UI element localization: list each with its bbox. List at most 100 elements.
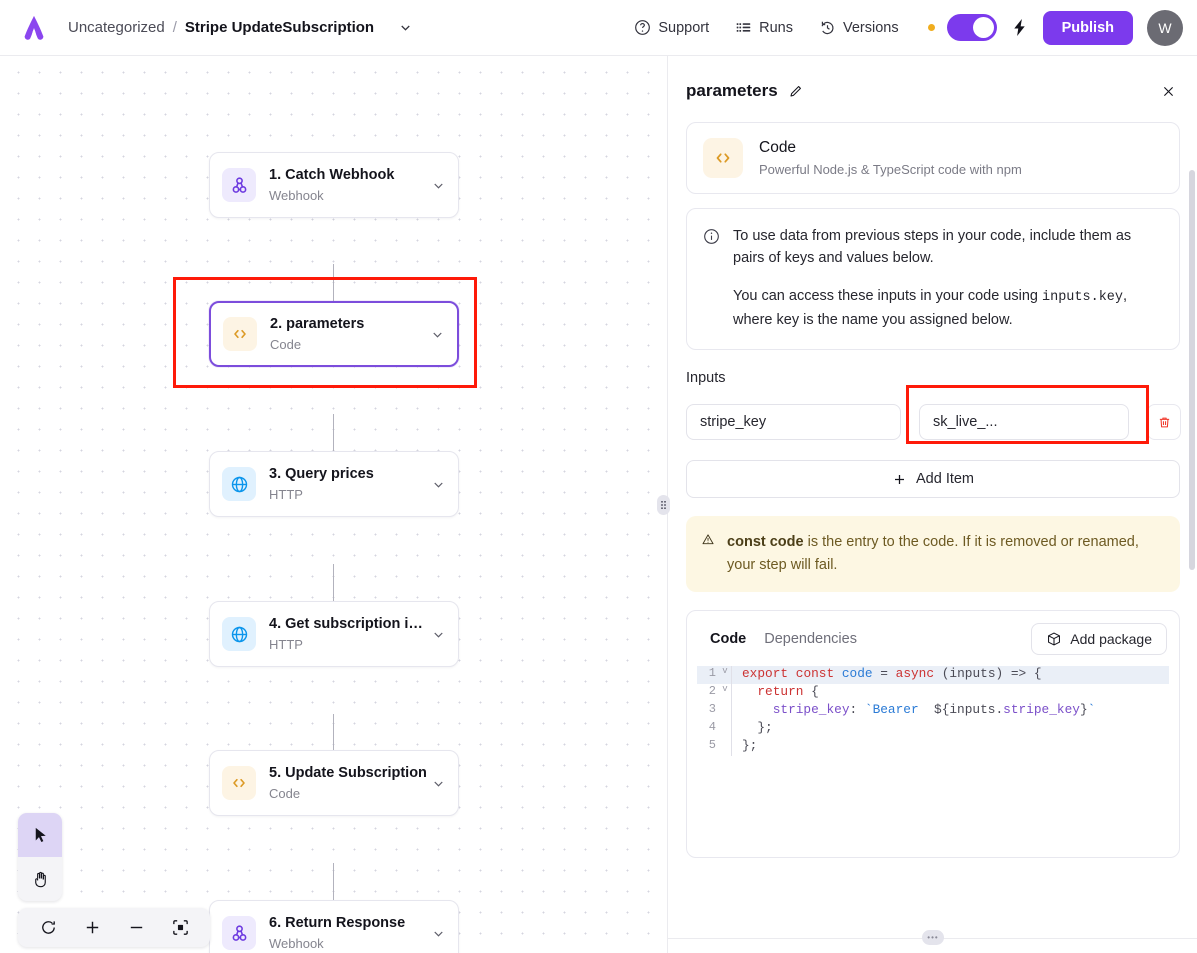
fold-arrow-icon[interactable]: v xyxy=(722,666,728,677)
connector-line xyxy=(333,863,334,908)
code-line: 4 }; xyxy=(697,720,1169,739)
list-grid-icon xyxy=(736,23,751,32)
flow-node-get-subscription-info[interactable]: 4. Get subscription info HTTP xyxy=(209,601,459,667)
editor-gutter-border xyxy=(731,684,732,703)
flow-node-subtitle: Webhook xyxy=(269,188,324,203)
step-type-text: Code Powerful Node.js & TypeScript code … xyxy=(759,139,1022,177)
flow-node-subtitle: Code xyxy=(269,786,301,801)
top-bar: Uncategorized / Stripe UpdateSubscriptio… xyxy=(0,0,1197,56)
plus-icon xyxy=(894,474,904,484)
flow-node-text: 3. Query prices HTTP xyxy=(269,466,427,502)
code-line: 5 }; xyxy=(697,738,1169,757)
connector-line xyxy=(333,714,334,759)
warning-text: const code is the entry to the code. If … xyxy=(727,531,1162,576)
connector-line xyxy=(333,564,334,609)
runs-button[interactable]: Runs xyxy=(722,0,806,56)
zoom-out-minus-icon[interactable] xyxy=(114,908,158,947)
info-p2-post: , where key is the name you assigned bel… xyxy=(733,287,1128,328)
flow-node-update-subscription[interactable]: 5. Update Subscription Code xyxy=(209,750,459,816)
close-x-icon[interactable] xyxy=(1157,80,1180,103)
code-brackets-icon xyxy=(703,138,743,178)
chevron-down-icon[interactable] xyxy=(431,178,446,193)
tab-code[interactable]: Code xyxy=(710,631,747,648)
info-paragraph-1: To use data from previous steps in your … xyxy=(733,228,1132,267)
fold-arrow-icon[interactable]: v xyxy=(722,684,728,695)
globe-icon xyxy=(222,467,256,501)
breadcrumb: Uncategorized / Stripe UpdateSubscriptio… xyxy=(68,19,413,36)
input-key-field[interactable] xyxy=(686,404,901,441)
code-line: 2 v return { xyxy=(697,684,1169,703)
chevron-down-icon[interactable] xyxy=(398,20,413,35)
flow-node-text: 1. Catch Webhook Webhook xyxy=(269,167,427,203)
info-callout: To use data from previous steps in your … xyxy=(686,208,1180,351)
top-bar-right-group: Support Runs Versi xyxy=(621,0,1197,55)
quick-actions-button[interactable] xyxy=(997,18,1039,37)
code-tabs: Code Dependencies Add package xyxy=(697,621,1169,656)
grip-dots: ••• xyxy=(927,932,939,942)
webhook-icon xyxy=(222,168,256,202)
panel-scroll-area[interactable]: parameters Code Powerful Node.js & TypeS… xyxy=(668,56,1197,876)
fit-to-screen-icon[interactable] xyxy=(158,908,202,947)
chevron-down-icon[interactable] xyxy=(430,327,445,342)
chevron-down-icon[interactable] xyxy=(431,477,446,492)
reset-refresh-icon[interactable] xyxy=(26,908,70,947)
code-line-text: export const code = async (inputs) => { xyxy=(742,666,1042,682)
flow-node-return-response[interactable]: 6. Return Response Webhook xyxy=(209,900,459,953)
warning-bold: const code xyxy=(727,534,804,551)
app-logo[interactable] xyxy=(0,13,68,43)
line-number: 5 xyxy=(708,738,716,753)
breadcrumb-folder[interactable]: Uncategorized xyxy=(68,19,165,36)
pencil-edit-icon[interactable] xyxy=(788,84,803,99)
cursor-arrow-icon[interactable] xyxy=(18,813,62,857)
chevron-down-icon[interactable] xyxy=(431,776,446,791)
code-editor[interactable]: 1 v export const code = async (inputs) =… xyxy=(697,666,1169,757)
vertical-drag-handle-icon[interactable] xyxy=(657,495,670,515)
flow-node-subtitle: Code xyxy=(270,337,302,352)
drag-grip-icon[interactable]: ••• xyxy=(922,930,944,945)
publish-mode-toggle[interactable] xyxy=(946,14,997,41)
flow-node-subtitle: HTTP xyxy=(269,487,303,502)
step-type-card[interactable]: Code Powerful Node.js & TypeScript code … xyxy=(686,122,1180,194)
flow-node-catch-webhook[interactable]: 1. Catch Webhook Webhook xyxy=(209,152,459,218)
flow-node-title: 3. Query prices xyxy=(269,466,374,482)
canvas-zoom-bar xyxy=(18,908,210,947)
panel-header: parameters xyxy=(686,74,1180,108)
panel-scrollbar[interactable] xyxy=(1189,170,1195,570)
connector-line xyxy=(333,264,334,309)
versions-button[interactable]: Versions xyxy=(806,0,912,56)
editor-gutter-border xyxy=(731,666,732,685)
code-line: 3 stripe_key: `Bearer ${inputs.stripe_ke… xyxy=(697,702,1169,721)
editor-gutter-border xyxy=(731,720,732,739)
line-number: 2 xyxy=(708,684,716,699)
chevron-down-icon[interactable] xyxy=(431,627,446,642)
history-clock-icon xyxy=(821,21,834,35)
flow-node-title: 4. Get subscription info xyxy=(269,616,427,632)
flow-node-text: 4. Get subscription info HTTP xyxy=(269,616,427,652)
avatar[interactable]: W xyxy=(1147,9,1183,46)
tab-dependencies[interactable]: Dependencies xyxy=(764,631,857,648)
input-value-field[interactable] xyxy=(919,404,1129,441)
toggle-switch-on xyxy=(972,17,994,38)
code-line-text: }; xyxy=(742,738,758,754)
chevron-down-icon[interactable] xyxy=(431,926,446,941)
status-badge xyxy=(927,24,935,31)
warning-triangle-icon xyxy=(702,534,714,545)
flow-canvas[interactable]: Test Flow Ctrl + D + + + + + 1. Catch We… xyxy=(0,56,667,953)
inputs-label: Inputs xyxy=(686,370,726,387)
add-item-label: Add Item xyxy=(915,471,975,488)
add-package-label: Add package xyxy=(1070,631,1152,648)
flow-node-parameters[interactable]: 2. parameters Code xyxy=(209,301,459,367)
trash-delete-icon[interactable] xyxy=(1147,404,1181,441)
add-item-button[interactable]: Add Item xyxy=(686,460,1180,499)
info-text: To use data from previous steps in your … xyxy=(733,225,1161,331)
flow-node-query-prices[interactable]: 3. Query prices HTTP xyxy=(209,451,459,517)
hand-pan-icon[interactable] xyxy=(18,857,62,901)
info-circle-icon xyxy=(703,228,720,331)
publish-button[interactable]: Publish xyxy=(1042,10,1133,45)
breadcrumb-separator: / xyxy=(172,19,177,36)
add-package-button[interactable]: Add package xyxy=(1031,623,1167,656)
support-button[interactable]: Support xyxy=(621,0,722,56)
step-type-name: Code xyxy=(759,139,797,156)
zoom-in-plus-icon[interactable] xyxy=(70,908,114,947)
flow-node-text: 2. parameters Code xyxy=(270,316,426,352)
